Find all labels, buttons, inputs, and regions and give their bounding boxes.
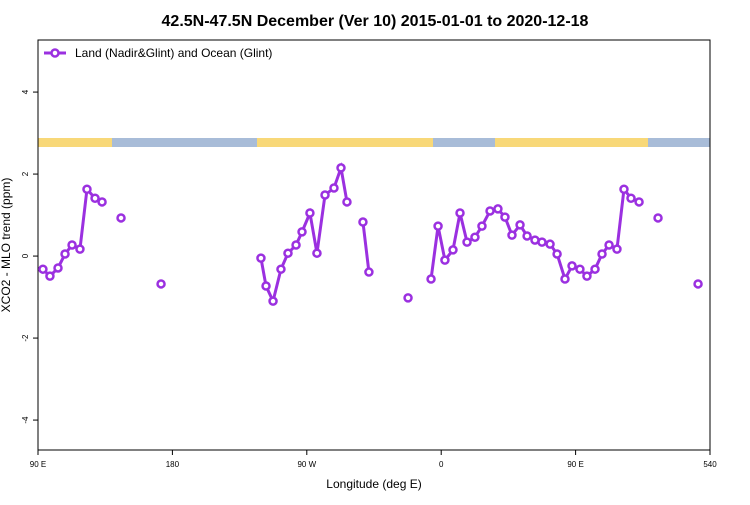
point-marker (261, 281, 271, 291)
x-tick-label: 90 E (567, 460, 583, 469)
point-marker (364, 267, 374, 277)
point-marker (283, 248, 293, 258)
y-tick-label: 4 (21, 89, 30, 94)
point-marker (477, 221, 487, 231)
point-marker (329, 183, 339, 193)
point-marker (320, 190, 330, 200)
legend: Land (Nadir&Glint) and Ocean (Glint) (44, 46, 272, 60)
point-marker (312, 248, 322, 258)
point-marker (552, 249, 562, 259)
x-tick-label: 180 (166, 460, 180, 469)
point-marker (612, 244, 622, 254)
point-marker (60, 249, 70, 259)
point-marker (590, 264, 600, 274)
point-marker (575, 264, 585, 274)
x-axis-label: Longitude (deg E) (326, 477, 421, 491)
point-marker (493, 204, 503, 214)
point-marker (448, 245, 458, 255)
chart-title: 42.5N-47.5N December (Ver 10) 2015-01-01… (162, 13, 589, 30)
x-tick-label: 90 W (297, 460, 316, 469)
point-marker (38, 264, 48, 274)
point-marker (45, 271, 55, 281)
legend-marker (50, 48, 60, 58)
y-tick-label: 0 (21, 253, 30, 258)
point-marker (545, 239, 555, 249)
point-marker (455, 208, 465, 218)
series-line (43, 168, 698, 301)
point-marker (53, 263, 63, 273)
point-marker (626, 193, 636, 204)
y-axis-label: XCO2 - MLO trend (ppm) (0, 178, 13, 313)
point-marker (156, 279, 166, 289)
point-marker (582, 271, 592, 281)
point-marker (485, 206, 495, 216)
point-marker (97, 197, 107, 207)
point-marker (82, 184, 92, 194)
point-marker (470, 232, 480, 242)
land-band (495, 138, 648, 147)
point-marker (276, 264, 286, 274)
point-marker (500, 212, 510, 222)
point-marker (560, 274, 570, 284)
point-marker (567, 261, 577, 271)
point-marker (426, 274, 436, 284)
point-marker (297, 227, 307, 237)
point-marker (75, 244, 85, 254)
point-marker (268, 296, 278, 306)
land-band (38, 138, 112, 147)
point-marker (433, 221, 443, 231)
point-marker (597, 249, 607, 259)
point-marker (358, 217, 368, 227)
x-tick-label: 0 (439, 460, 444, 469)
point-marker (342, 197, 352, 207)
point-marker (604, 240, 614, 250)
point-marker (256, 253, 266, 263)
point-marker (537, 237, 547, 247)
point-marker (693, 279, 703, 289)
land-band (257, 138, 433, 147)
point-marker (653, 213, 663, 223)
y-tick-label: 2 (21, 171, 30, 176)
point-marker (403, 293, 413, 303)
point-marker (522, 231, 532, 241)
legend-label: Land (Nadir&Glint) and Ocean (Glint) (75, 46, 272, 60)
land-ocean-strip (38, 138, 710, 147)
point-marker (90, 193, 100, 204)
point-marker (462, 237, 472, 247)
y-tick-label: -2 (21, 334, 30, 342)
point-marker (634, 197, 644, 207)
point-marker (336, 163, 346, 173)
plot-frame (37, 39, 711, 451)
point-marker (305, 208, 315, 218)
point-marker (507, 230, 517, 240)
point-marker (619, 184, 629, 194)
point-marker (515, 220, 525, 230)
point-marker (291, 240, 301, 250)
point-marker (67, 240, 77, 250)
x-tick-label: 540 (703, 460, 717, 469)
point-marker (440, 255, 450, 265)
x-tick-label: 90 E (30, 460, 46, 469)
point-marker (116, 213, 126, 223)
y-tick-label: -4 (21, 416, 30, 424)
